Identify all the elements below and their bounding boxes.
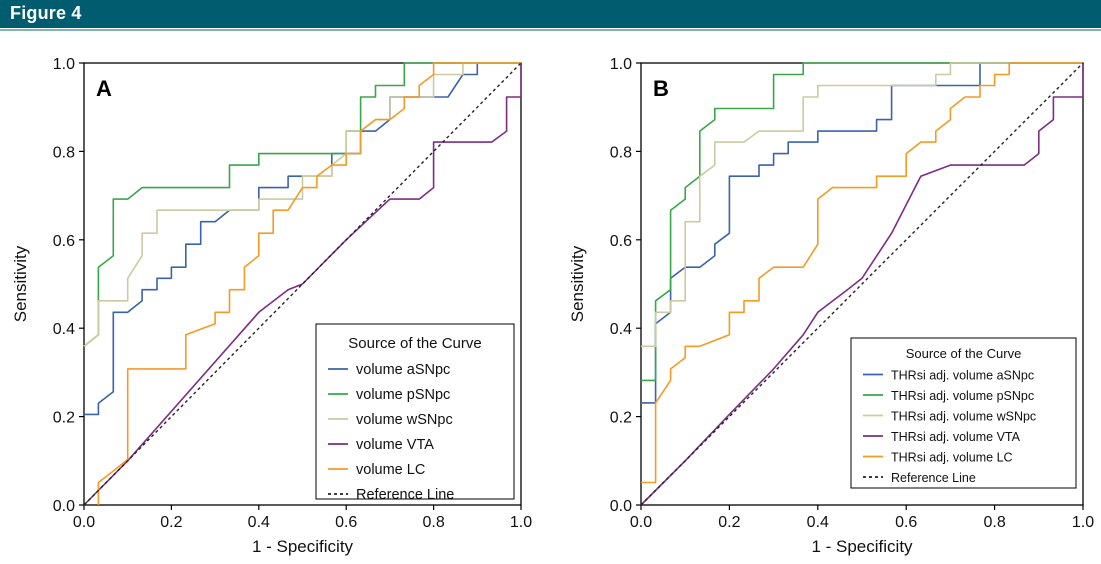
x-tick-label: 0.6 — [335, 514, 357, 531]
y-tick-label: 0.0 — [610, 498, 632, 515]
x-tick-label: 0.0 — [630, 514, 652, 531]
legend-title: Source of the Curve — [348, 335, 481, 352]
roc-chart-b: 0.0 0.2 0.4 0.6 0.8 1.0 0.0 0.2 0.4 0.6 0.8 1.0 1 - … — [568, 56, 1094, 556]
figure-header-bar — [0, 0, 1101, 28]
roc-chart-a: 0.0 0.2 0.4 0.6 0.8 1.0 0.0 0.2 0.4 0.6 0.8 1.0 1 - … — [11, 56, 532, 556]
series-line — [641, 62, 1083, 382]
y-tick-label: 0.8 — [53, 144, 75, 161]
x-tick-label: 0.6 — [895, 514, 917, 531]
legend-title: Source of the Curve — [906, 346, 1022, 361]
x-tick-label: 0.8 — [983, 514, 1005, 531]
legend-box — [315, 323, 515, 500]
legend: Source of the Curve volume aSNpc volume pS… — [315, 323, 515, 503]
figure-title: Figure 4 — [10, 3, 82, 23]
legend-item: volume VTA — [356, 437, 434, 453]
series-line — [83, 62, 522, 506]
series-line — [83, 63, 522, 506]
figure-header: Figure 4 — [0, 0, 1101, 32]
legend-item: THRsi adj. volume wSNpc — [891, 410, 1036, 424]
panel-label: B — [653, 76, 669, 101]
legend-item: THRsi adj. volume LC — [891, 451, 1013, 465]
y-tick-label: 0.2 — [610, 410, 632, 427]
series-line — [83, 62, 521, 347]
series-group — [83, 62, 522, 506]
y-tick-label: 0.2 — [53, 410, 75, 427]
x-axis-label: 1 - Specificity — [811, 537, 913, 556]
legend-item: THRsi adj. volume aSNpc — [891, 369, 1034, 383]
legend-item: volume wSNpc — [356, 412, 453, 428]
axis-ticks: 0.0 0.2 0.4 0.6 0.8 1.0 0.0 0.2 0.4 0.6 0.8 1.0 — [610, 56, 1094, 531]
series-line — [641, 62, 1083, 348]
legend-item: volume aSNpc — [356, 362, 450, 378]
x-tick-label: 0.4 — [807, 514, 829, 531]
y-tick-label: 1.0 — [610, 56, 632, 73]
y-tick-label: 1.0 — [53, 56, 75, 73]
y-tick-label: 0.4 — [610, 321, 632, 338]
y-axis-label: Sensitivity — [568, 245, 587, 322]
legend-item: Reference Line — [356, 487, 454, 503]
y-axis-label: Sensitivity — [11, 245, 30, 322]
y-tick-label: 0.0 — [53, 498, 75, 515]
x-tick-label: 0.2 — [718, 514, 740, 531]
legend-box — [850, 337, 1077, 489]
legend-item: Reference Line — [891, 471, 976, 485]
figure-header-rule — [0, 29, 1101, 31]
y-tick-label: 0.8 — [610, 144, 632, 161]
legend: Source of the Curve THRsi adj. volume aSN… — [850, 337, 1077, 489]
x-axis-label: 1 - Specificity — [252, 537, 354, 556]
series-line — [97, 62, 521, 505]
x-tick-label: 0.2 — [160, 514, 182, 531]
axis-ticks: 0.0 0.2 0.4 0.6 0.8 1.0 0.0 0.2 0.4 0.6 0.8 1.0 — [53, 56, 532, 531]
x-tick-label: 0.0 — [73, 514, 95, 531]
series-line — [641, 62, 1083, 484]
y-tick-label: 0.6 — [610, 233, 632, 250]
x-tick-label: 0.4 — [248, 514, 270, 531]
legend-item: volume pSNpc — [356, 387, 450, 403]
y-tick-label: 0.4 — [53, 321, 75, 338]
plot-frame — [83, 62, 522, 506]
x-tick-label: 0.8 — [422, 514, 444, 531]
x-tick-label: 1.0 — [1072, 514, 1094, 531]
legend-item: volume LC — [356, 462, 425, 478]
series-group — [640, 62, 1084, 506]
series-line — [83, 62, 521, 347]
panel-label: A — [96, 76, 112, 101]
y-tick-label: 0.6 — [53, 233, 75, 250]
series-line — [640, 63, 1084, 506]
x-tick-label: 1.0 — [510, 514, 532, 531]
series-line — [640, 62, 1084, 506]
legend-item: THRsi adj. volume pSNpc — [891, 389, 1034, 403]
legend-item: THRsi adj. volume VTA — [891, 430, 1021, 444]
